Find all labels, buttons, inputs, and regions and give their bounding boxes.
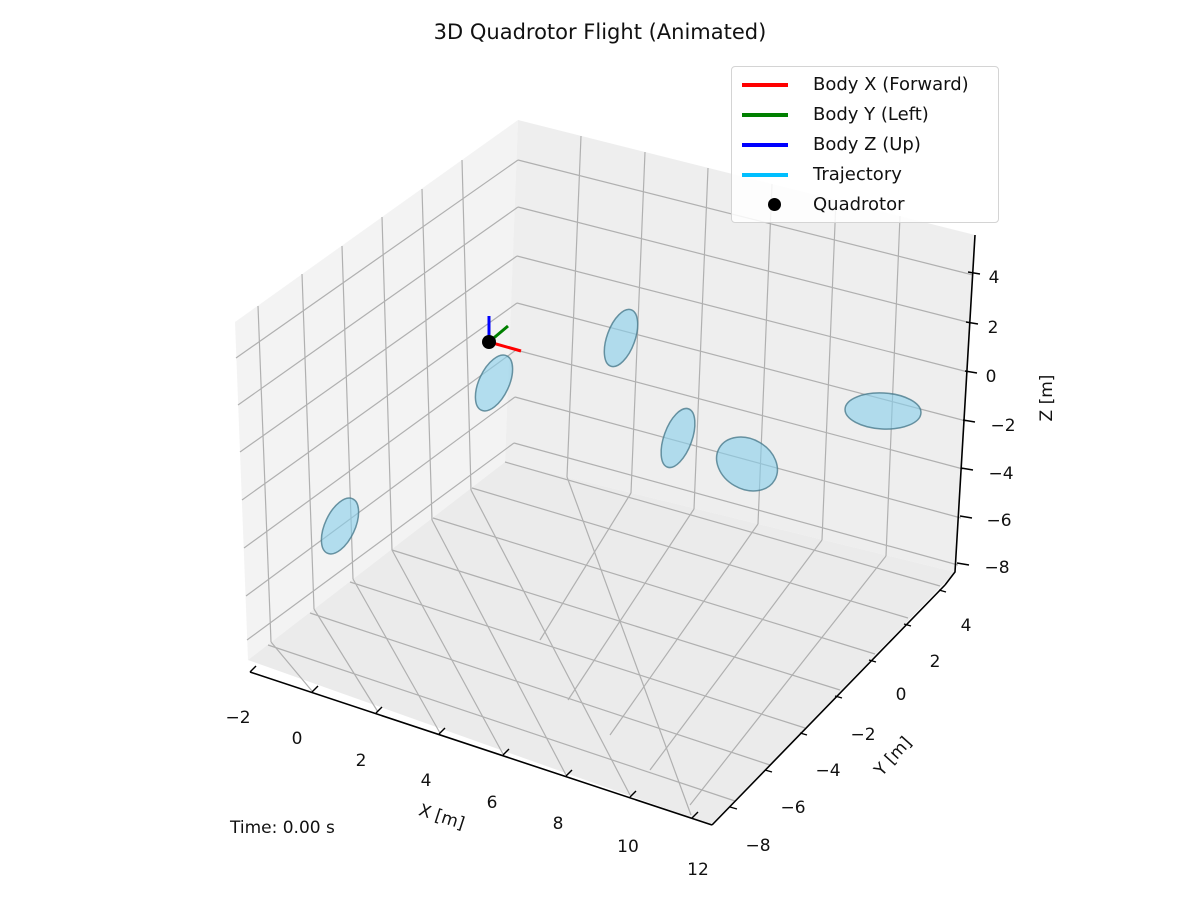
- pane-left-wall: [235, 120, 518, 660]
- quadrotor-marker: [482, 335, 496, 349]
- z-tick-labels: 4 2 0 −2 −4 −6 −8: [984, 268, 1015, 578]
- gate-3: [603, 308, 639, 368]
- legend-label: Body Y (Left): [813, 104, 929, 125]
- z-tick-label: −4: [988, 464, 1013, 484]
- z-tick-label: −8: [984, 558, 1009, 578]
- z-tick-label: 0: [986, 367, 997, 387]
- legend-line-cyan: [742, 173, 788, 177]
- x-axis-label: X [m]: [416, 800, 467, 834]
- y-axis-label: Y [m]: [870, 733, 916, 781]
- y-tick-label: 0: [896, 685, 907, 705]
- z-axis-label: Z [m]: [1037, 375, 1057, 422]
- y-tick-label: −6: [780, 798, 805, 818]
- y-tick-label: 2: [930, 652, 941, 672]
- legend-label: Body Z (Up): [813, 134, 921, 155]
- gates: [320, 308, 922, 555]
- legend-line-blue: [742, 143, 788, 147]
- z-axis-line: [944, 234, 976, 586]
- grid-lines: [235, 135, 974, 816]
- y-tick-label: 4: [961, 616, 972, 636]
- gate-6: [844, 392, 922, 430]
- gate-5: [715, 436, 779, 492]
- x-tick-label: 6: [487, 793, 498, 813]
- legend-line-green: [742, 113, 788, 117]
- x-tick-label: 2: [356, 751, 367, 771]
- axes-panes: [235, 120, 975, 825]
- y-tick-label: −8: [745, 836, 770, 856]
- x-tick-label: −2: [225, 708, 250, 728]
- legend-line-red: [742, 83, 788, 87]
- gate-1: [320, 497, 360, 555]
- gate-2: [474, 354, 514, 412]
- x-axis-line: [249, 671, 713, 826]
- y-tick-labels: −8 −6 −4 −2 0 2 4: [745, 616, 971, 856]
- x-tick-label: 8: [553, 814, 564, 834]
- z-tick-label: 4: [989, 268, 1000, 288]
- x-tick-label: 0: [292, 729, 303, 749]
- y-ticks: [729, 589, 947, 810]
- legend-item-body-y: Body Y (Left): [732, 100, 998, 130]
- y-tick-label: −4: [815, 761, 840, 781]
- x-tick-label: 4: [421, 771, 432, 791]
- z-tick-label: −2: [990, 416, 1015, 436]
- legend-marker-dot-icon: [768, 198, 781, 211]
- x-tick-label: 12: [687, 860, 709, 880]
- z-ticks: [956, 271, 981, 566]
- legend-label: Body X (Forward): [813, 74, 969, 95]
- time-annotation: Time: 0.00 s: [230, 818, 335, 838]
- z-tick-label: 2: [988, 318, 999, 338]
- legend-item-quadrotor: Quadrotor: [732, 190, 998, 220]
- pane-back-wall: [505, 120, 975, 572]
- chart-title: 3D Quadrotor Flight (Animated): [433, 20, 767, 44]
- x-tick-labels: −2 0 2 4 6 8 10 12: [225, 708, 708, 880]
- pane-floor: [248, 462, 955, 825]
- quadrotor-group: [482, 316, 522, 353]
- legend-item-body-x: Body X (Forward): [732, 70, 998, 100]
- x-tick-label: 10: [617, 837, 639, 857]
- legend-item-trajectory: Trajectory: [732, 160, 998, 190]
- legend: Body X (Forward) Body Y (Left) Body Z (U…: [731, 66, 999, 223]
- z-tick-label: −6: [986, 511, 1011, 531]
- x-ticks: [249, 665, 699, 819]
- legend-label: Trajectory: [813, 164, 902, 185]
- gate-4: [660, 407, 696, 469]
- legend-item-body-z: Body Z (Up): [732, 130, 998, 160]
- y-tick-label: −2: [850, 725, 875, 745]
- legend-label: Quadrotor: [813, 194, 905, 215]
